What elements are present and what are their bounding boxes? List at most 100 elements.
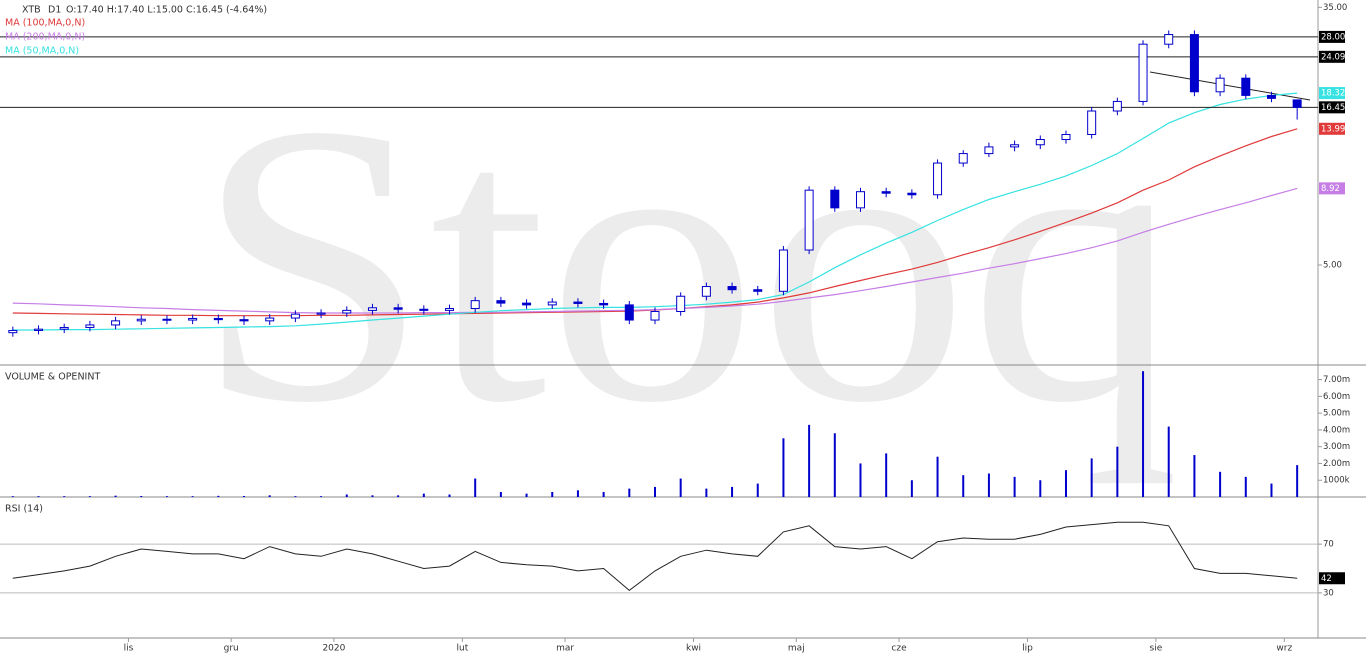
candle-body xyxy=(34,328,44,331)
candle-body xyxy=(445,308,455,311)
panel-title: RSI (14) xyxy=(5,504,43,515)
watermark: Stooq xyxy=(195,42,1180,486)
candle-body xyxy=(419,308,429,311)
price-label: 18.32 xyxy=(1321,89,1345,99)
legend-entry: MA (200,MA,0,N) xyxy=(5,32,85,43)
candle-body xyxy=(933,162,943,196)
quote: O:17.40 H:17.40 L:15.00 C:16.45 (-4.64%) xyxy=(66,5,267,16)
y-tick-label: 30 xyxy=(1323,588,1334,598)
volume-bar xyxy=(962,475,965,497)
volume-bar xyxy=(243,495,246,497)
candle-body xyxy=(1087,110,1097,135)
price-label: 8.92 xyxy=(1321,184,1340,194)
volume-bar xyxy=(474,478,477,497)
candle-body xyxy=(804,189,814,251)
price-label: 16.45 xyxy=(1321,103,1345,113)
volume-bar xyxy=(37,496,40,497)
volume-bar xyxy=(705,488,708,497)
legend-entry: MA (100,MA,0,N) xyxy=(5,18,85,29)
candle-body xyxy=(1292,99,1302,108)
x-tick-label: mar xyxy=(556,644,574,654)
volume-bar xyxy=(576,490,579,497)
candle-body xyxy=(290,313,300,319)
volume-bar xyxy=(499,491,502,497)
legend-entry: MA (50,MA,0,N) xyxy=(5,46,79,57)
volume-bar xyxy=(1090,458,1093,497)
candle-body xyxy=(470,300,480,310)
candle-body xyxy=(547,301,557,306)
candle-body xyxy=(984,146,994,155)
candle-body xyxy=(778,249,788,292)
rsi-line xyxy=(12,521,1298,592)
price-label-box xyxy=(1319,122,1345,135)
volume-bar xyxy=(859,463,862,497)
candle-body xyxy=(855,191,865,209)
volume-bar xyxy=(448,494,451,497)
volume-bar xyxy=(1064,470,1067,497)
volume-bar xyxy=(397,495,400,497)
candle-body xyxy=(1010,144,1020,148)
candle-body xyxy=(1241,77,1251,96)
candle-body xyxy=(830,189,840,209)
price-label: 42 xyxy=(1321,574,1332,584)
volume-bar xyxy=(63,496,66,497)
candle-body xyxy=(701,286,711,297)
candle-body xyxy=(624,304,634,321)
x-tick-label: maj xyxy=(788,644,805,654)
volume-bar xyxy=(1167,426,1170,497)
volume-bar xyxy=(756,483,759,497)
x-tick-label: lut xyxy=(456,644,468,654)
candle-body xyxy=(239,319,249,322)
volume-bar xyxy=(1193,455,1196,497)
volume-bar xyxy=(1013,476,1016,497)
volume-bar xyxy=(140,495,143,497)
candle-body xyxy=(753,289,763,292)
candle-body xyxy=(85,324,95,328)
volume-bar xyxy=(731,486,734,497)
price-label-box xyxy=(1319,30,1345,43)
x-tick-label: sie xyxy=(1150,644,1163,654)
y-tick-label: 5.00m xyxy=(1323,409,1350,419)
volume-bar xyxy=(936,456,939,497)
volume-bar xyxy=(371,495,374,497)
candle-body xyxy=(136,318,146,322)
volume-bar xyxy=(885,453,888,497)
y-tick-label: 5.00 xyxy=(1323,261,1342,271)
volume-bar xyxy=(833,433,836,497)
candle-body xyxy=(111,320,121,326)
period: D1 xyxy=(48,5,61,16)
volume-bar xyxy=(525,493,528,497)
candle-body xyxy=(1061,133,1071,141)
volume-bar xyxy=(191,496,194,497)
price-label: 13.99 xyxy=(1321,124,1345,134)
candle-body xyxy=(907,192,917,196)
candle-body xyxy=(1164,34,1174,45)
volume-bar xyxy=(88,496,91,497)
volume-bar xyxy=(1270,483,1273,497)
x-tick-label: gru xyxy=(224,644,239,654)
price-label-box xyxy=(1319,50,1345,63)
volume-bar xyxy=(602,491,605,497)
volume-bar xyxy=(217,495,220,497)
candle-body xyxy=(881,191,891,194)
volume-bar xyxy=(987,473,990,497)
y-tick-label: 70 xyxy=(1323,540,1334,550)
price-label-box xyxy=(1319,101,1345,114)
x-tick-label: wrz xyxy=(1276,644,1292,654)
volume-bar xyxy=(345,494,348,497)
volume-bar xyxy=(551,491,554,497)
candle-body xyxy=(599,302,609,306)
price-label-box xyxy=(1319,87,1345,100)
candle-body xyxy=(342,309,352,314)
candle-body xyxy=(8,329,18,334)
volume-bar xyxy=(1296,465,1299,497)
price-label-box xyxy=(1319,182,1345,195)
volume-bar xyxy=(294,496,297,497)
volume-bar xyxy=(1244,476,1247,497)
volume-bar xyxy=(1116,446,1119,497)
candle-body xyxy=(676,295,686,312)
volume-bar xyxy=(1142,371,1145,497)
candle-body xyxy=(367,307,377,311)
candle-body xyxy=(265,317,275,322)
